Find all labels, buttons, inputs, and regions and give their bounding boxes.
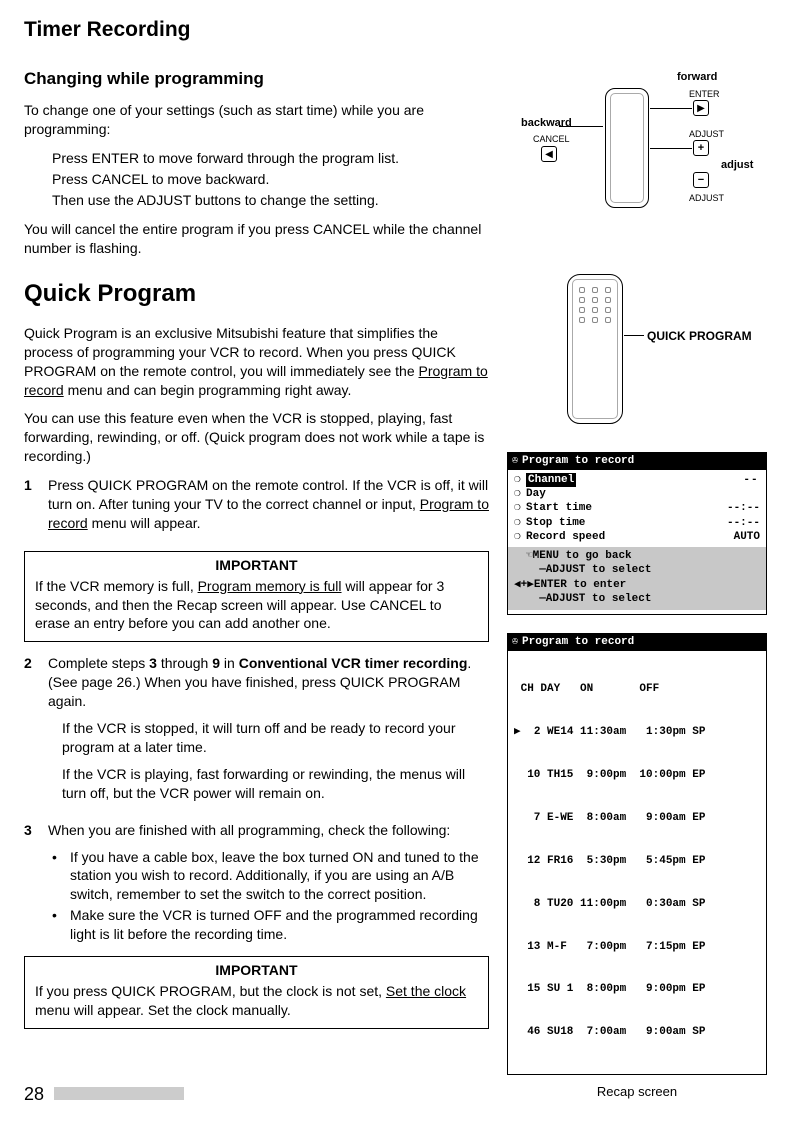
main-content: Changing while programming To change one…: [24, 68, 489, 1110]
changing-line-1: Press ENTER to move forward through the …: [52, 149, 489, 168]
enter-key-icon: ▶: [693, 100, 709, 116]
camera-icon: [512, 454, 518, 468]
adjust-plus-icon: +: [693, 140, 709, 156]
changing-note: You will cancel the entire program if yo…: [24, 220, 489, 258]
enter-label: ENTER: [689, 88, 720, 100]
step-3: 3 When you are finished with all program…: [24, 821, 489, 946]
qp-intro1: Quick Program is an exclusive Mitsubishi…: [24, 324, 489, 400]
step2-sub2: If the VCR is playing, fast forwarding o…: [62, 765, 489, 803]
side-graphics: forward ENTER ▶ backward CANCEL ◀ ADJUST…: [507, 68, 767, 1110]
page-footer: 28: [24, 1082, 184, 1106]
adjust-label-2: ADJUST: [689, 192, 724, 204]
step3-bullet2: Make sure the VCR is turned OFF and the …: [48, 906, 489, 944]
quick-program-label: QUICK PROGRAM: [647, 328, 752, 344]
step-1: 1 Press QUICK PROGRAM on the remote cont…: [24, 476, 489, 541]
changing-lines: Press ENTER to move forward through the …: [24, 149, 489, 210]
important1-text: If the VCR memory is full, Program memor…: [35, 577, 478, 634]
adjust-minus-icon: −: [693, 172, 709, 188]
camera-icon: [512, 635, 518, 649]
changing-line-3: Then use the ADJUST buttons to change th…: [52, 191, 489, 210]
important2-text: If you press QUICK PROGRAM, but the cloc…: [35, 982, 478, 1020]
adjust-big-label: adjust: [721, 158, 753, 173]
screen-hints: ☜MENU to go back —ADJUST to select ◀+▶EN…: [508, 547, 766, 610]
cancel-label: CANCEL: [533, 133, 570, 145]
step3-bullet1: If you have a cable box, leave the box t…: [48, 848, 489, 905]
page-number: 28: [24, 1082, 44, 1106]
qp-intro2: You can use this feature even when the V…: [24, 409, 489, 466]
important-box-1: IMPORTANT If the VCR memory is full, Pro…: [24, 551, 489, 643]
cancel-key-icon: ◀: [541, 146, 557, 162]
step2-text: Complete steps 3 through 9 in Convention…: [48, 654, 489, 711]
changing-intro: To change one of your settings (such as …: [24, 101, 489, 139]
step3-intro: When you are finished with all programmi…: [48, 821, 489, 840]
remote-body-icon: [605, 88, 649, 208]
changing-heading: Changing while programming: [24, 68, 489, 91]
remote-diagram-1: forward ENTER ▶ backward CANCEL ◀ ADJUST…: [507, 68, 767, 228]
step1-text: Press QUICK PROGRAM on the remote contro…: [48, 476, 489, 533]
page-title: Timer Recording: [24, 16, 767, 44]
step-2: 2 Complete steps 3 through 9 in Conventi…: [24, 654, 489, 810]
changing-line-2: Press CANCEL to move backward.: [52, 170, 489, 189]
recap-screen: Program to record CH DAY ON OFF ▶ 2 WE14…: [507, 633, 767, 1075]
step2-sub1: If the VCR is stopped, it will turn off …: [62, 719, 489, 757]
recap-caption: Recap screen: [507, 1083, 767, 1101]
program-to-record-screen: Program to record ❍Channel-- ❍Day ❍Start…: [507, 452, 767, 615]
backward-label: backward: [521, 116, 572, 131]
forward-label: forward: [677, 70, 717, 85]
footer-bar: [54, 1087, 184, 1100]
remote-body-icon: [567, 274, 623, 424]
adjust-label-1: ADJUST: [689, 128, 724, 140]
important-box-2: IMPORTANT If you press QUICK PROGRAM, bu…: [24, 956, 489, 1029]
quick-program-heading: Quick Program: [24, 278, 489, 310]
remote-diagram-2: QUICK PROGRAM: [507, 268, 767, 438]
